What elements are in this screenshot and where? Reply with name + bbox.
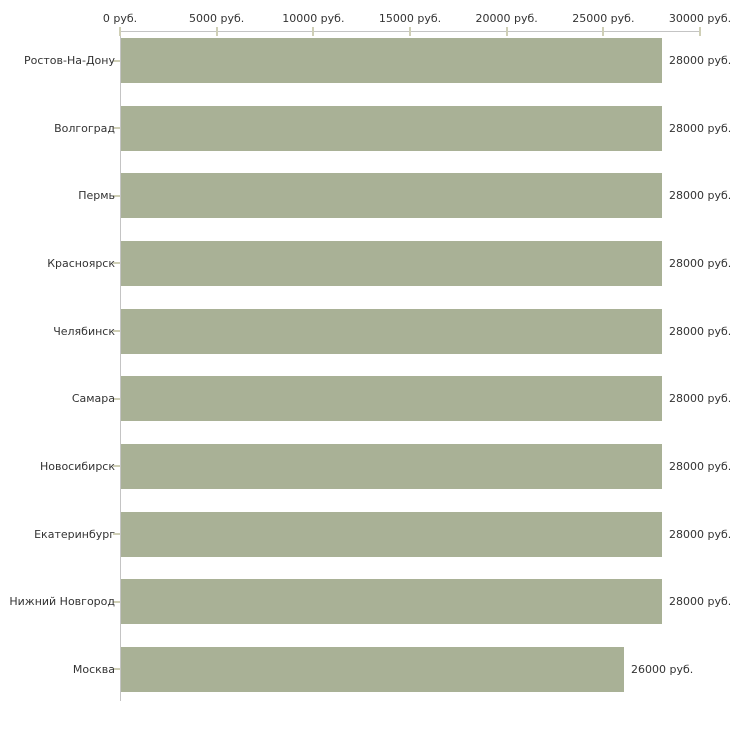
- y-axis-tick: [113, 465, 120, 468]
- value-label: 28000 руб.: [669, 121, 730, 135]
- value-label: 28000 руб.: [669, 324, 730, 338]
- value-label: 28000 руб.: [669, 256, 730, 270]
- bar: [121, 38, 662, 83]
- y-axis-tick: [113, 262, 120, 265]
- x-axis-tick: [602, 27, 605, 36]
- category-label: Пермь: [78, 189, 115, 203]
- category-label: Челябинск: [53, 324, 115, 338]
- value-label: 28000 руб.: [669, 392, 730, 406]
- bar: [121, 173, 662, 219]
- category-label: Самара: [71, 392, 115, 406]
- bar: [121, 105, 662, 151]
- category-label: Красноярск: [47, 256, 115, 270]
- bar: [121, 308, 662, 354]
- x-axis-tick-label: 25000 руб.: [572, 12, 635, 25]
- x-axis-tick-label: 15000 руб.: [378, 12, 442, 25]
- bar: [121, 511, 662, 557]
- category-label: Новосибирск: [39, 459, 115, 473]
- x-axis-tick: [505, 27, 508, 36]
- x-axis-tick: [119, 27, 121, 36]
- y-axis-tick: [113, 600, 120, 603]
- category-label: Нижний Новгород: [9, 595, 115, 609]
- x-axis-tick-label: 10000 руб.: [282, 12, 345, 25]
- bar: [121, 579, 662, 625]
- value-label: 28000 руб.: [669, 54, 730, 67]
- value-label: 28000 руб.: [669, 527, 730, 541]
- y-axis-tick: [113, 533, 120, 536]
- y-axis-tick: [113, 127, 120, 130]
- bar: [121, 443, 662, 489]
- x-axis-tick-label: 5000 руб.: [189, 12, 245, 25]
- x-axis-tick-label: 30000 руб.: [668, 12, 730, 25]
- bar: [121, 376, 662, 422]
- bar: [121, 646, 624, 692]
- y-axis-line: [120, 28, 121, 701]
- y-axis-tick: [113, 194, 120, 197]
- x-axis-tick: [312, 27, 315, 36]
- x-axis-tick-label: 0 руб.: [102, 12, 138, 25]
- value-label: 28000 руб.: [669, 595, 730, 609]
- x-axis-tick-label: 20000 руб.: [475, 12, 538, 25]
- value-label: 28000 руб.: [669, 189, 730, 203]
- y-axis-tick: [113, 330, 120, 333]
- x-axis-tick: [699, 27, 701, 36]
- category-label: Волгоград: [54, 121, 115, 135]
- y-axis-tick: [113, 59, 120, 62]
- value-label: 28000 руб.: [669, 459, 730, 473]
- category-label: Екатеринбург: [34, 527, 115, 541]
- value-label: 26000 руб.: [631, 662, 694, 676]
- y-axis-tick: [113, 397, 120, 400]
- category-label: Ростов-На-Дону: [23, 54, 115, 67]
- y-axis-tick: [113, 668, 120, 671]
- category-label: Москва: [72, 662, 115, 676]
- bar: [121, 240, 662, 286]
- x-axis-tick: [409, 27, 411, 36]
- x-axis-tick: [215, 27, 218, 36]
